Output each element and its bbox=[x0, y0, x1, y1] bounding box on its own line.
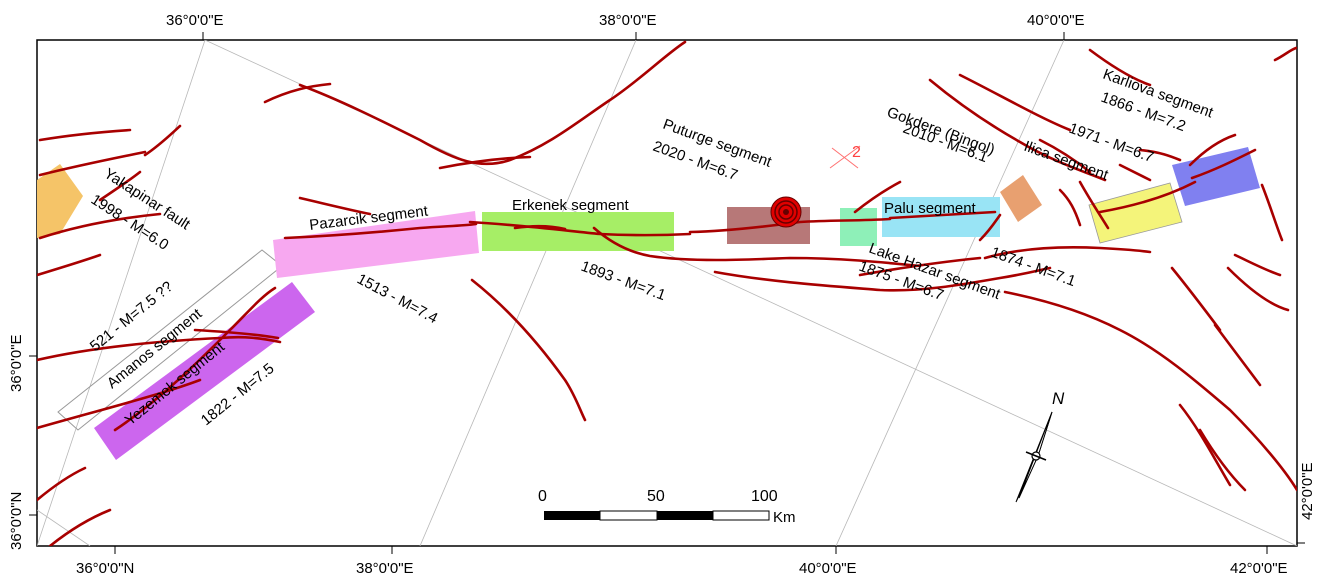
right-tick-1: 42°0'0"E bbox=[1299, 462, 1316, 520]
bottom-tick-3: 40°0'0"E bbox=[799, 560, 857, 577]
left-tick-1: 36°0'0"E bbox=[8, 334, 25, 392]
map-frame bbox=[36, 39, 1298, 547]
scale-label-50: 50 bbox=[647, 488, 665, 505]
bottom-tick-1: 36°0'0"N bbox=[76, 560, 134, 577]
scale-bar bbox=[544, 510, 770, 521]
top-tick-1: 36°0'0"E bbox=[166, 12, 224, 29]
cross-marker-icon bbox=[829, 145, 861, 169]
scale-label-0: 0 bbox=[538, 488, 547, 505]
erkenek-name: Erkenek segment bbox=[512, 197, 630, 214]
top-tick-3: 40°0'0"E bbox=[1027, 12, 1085, 29]
yakapinar-polygon bbox=[37, 164, 83, 238]
bottom-tick-2: 38°0'0"E bbox=[356, 560, 414, 577]
scale-unit: Km bbox=[773, 509, 796, 526]
lakehazar-polygon bbox=[840, 208, 877, 246]
segment-polygons bbox=[37, 147, 1260, 460]
top-tick-2: 38°0'0"E bbox=[599, 12, 657, 29]
yezemek-polygon bbox=[94, 282, 315, 460]
epicenter-icon bbox=[770, 196, 802, 228]
left-tick-2: 36°0'0"N bbox=[8, 492, 25, 550]
cross-marker-label: 2 bbox=[852, 144, 861, 161]
frame-ticks bbox=[29, 32, 1305, 554]
bottom-tick-4: 42°0'0"E bbox=[1230, 560, 1288, 577]
gokdere-polygon bbox=[1000, 175, 1042, 222]
palu-name: Palu segment bbox=[884, 200, 977, 217]
scale-label-100: 100 bbox=[751, 488, 778, 505]
north-arrow-icon bbox=[1015, 411, 1053, 503]
fault-lines bbox=[37, 40, 1297, 546]
north-label: N bbox=[1052, 389, 1065, 408]
